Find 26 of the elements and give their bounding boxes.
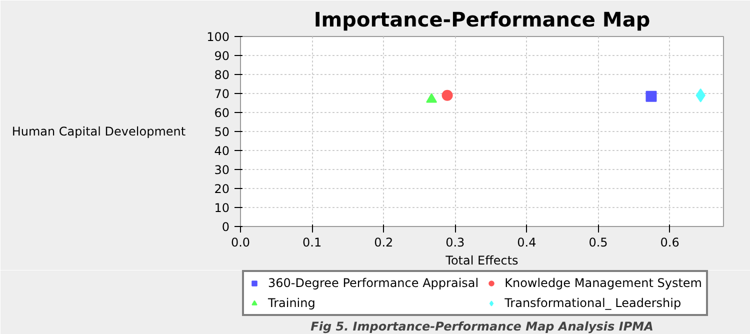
y-tick-label: 20 xyxy=(214,182,230,196)
y-tick-label: 50 xyxy=(214,125,230,139)
caption: Fig 5. Importance-Performance Map Analysis IPMA xyxy=(310,320,654,334)
chart-title: Importance-Performance Map xyxy=(314,8,650,32)
y-tick-label: 30 xyxy=(214,163,230,177)
legend-label: 360-Degree Performance Appraisal xyxy=(268,276,479,290)
x-tick-label: 0.4 xyxy=(517,236,536,250)
y-tick-label: 60 xyxy=(214,106,230,120)
y-tick-label: 70 xyxy=(214,87,230,101)
x-axis-title: Total Effects xyxy=(444,254,518,268)
y-tick-label: 0 xyxy=(222,220,230,234)
legend-label: Knowledge Management System xyxy=(504,276,702,290)
x-tick-label: 0.5 xyxy=(588,236,608,250)
y-axis-title: Human Capital Development xyxy=(12,124,186,138)
y-tick-label: 100 xyxy=(206,30,230,44)
y-tick-label: 40 xyxy=(214,144,230,158)
x-tick-label: 0.6 xyxy=(660,236,680,250)
y-tick-label: 90 xyxy=(214,49,230,63)
legend-label: Training xyxy=(268,296,316,310)
x-tick-label: 0.1 xyxy=(302,236,322,250)
x-tick-label: 0.0 xyxy=(230,236,250,250)
y-tick-label: 80 xyxy=(214,68,230,82)
y-tick-label: 10 xyxy=(214,201,230,215)
x-tick-label: 0.2 xyxy=(374,236,394,250)
x-tick-label: 0.3 xyxy=(446,236,465,250)
legend-label: Transformational_ Leadership xyxy=(504,296,682,310)
